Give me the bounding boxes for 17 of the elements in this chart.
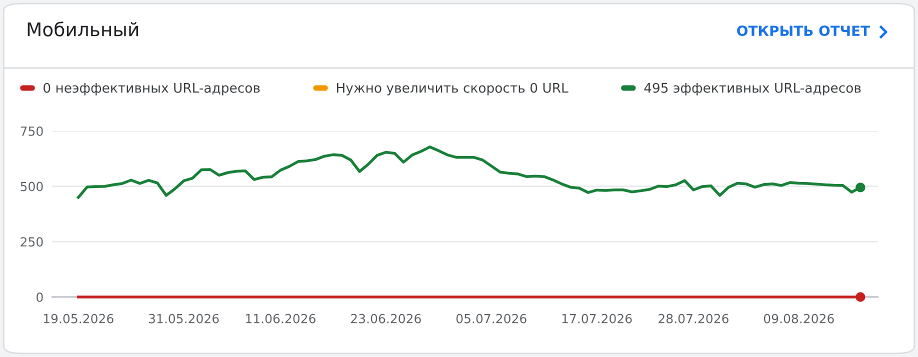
text: ОТКРЫТЬ ОТЧЕТ (737, 26, 870, 36)
x-tick-label: 09.08.2026 (764, 314, 834, 324)
y-tick-label: 250 (20, 237, 43, 247)
x-tick-label: 28.07.2026 (658, 314, 728, 324)
legend-label: 0 неэффективных URL-адресов (44, 82, 260, 96)
y-tick-label: 500 (20, 182, 43, 192)
legend-label: 495 эффективных URL-адресов (644, 82, 861, 96)
x-tick-label: 17.07.2026 (562, 314, 632, 324)
y-tick-label: 750 (20, 126, 43, 136)
legend-label: Нужно увеличить скорость 0 URL (337, 82, 568, 96)
chart-title: Мобильный (28, 22, 138, 36)
y-tick-label: 0 (36, 292, 43, 302)
x-tick-label: 23.06.2026 (351, 314, 421, 324)
x-tick-label: 31.05.2026 (148, 314, 219, 324)
x-tick-label: 11.06.2026 (246, 314, 316, 324)
x-tick-label: 05.07.2026 (456, 314, 526, 324)
x-tick-label: 19.05.2026 (44, 314, 114, 324)
